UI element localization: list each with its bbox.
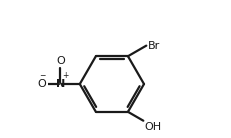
Text: Br: Br [147, 41, 159, 51]
Text: +: + [62, 71, 69, 80]
Text: N: N [55, 79, 65, 89]
Text: OH: OH [143, 122, 161, 132]
Text: O: O [56, 56, 64, 66]
Text: O: O [37, 79, 46, 89]
Text: −: − [39, 71, 46, 80]
